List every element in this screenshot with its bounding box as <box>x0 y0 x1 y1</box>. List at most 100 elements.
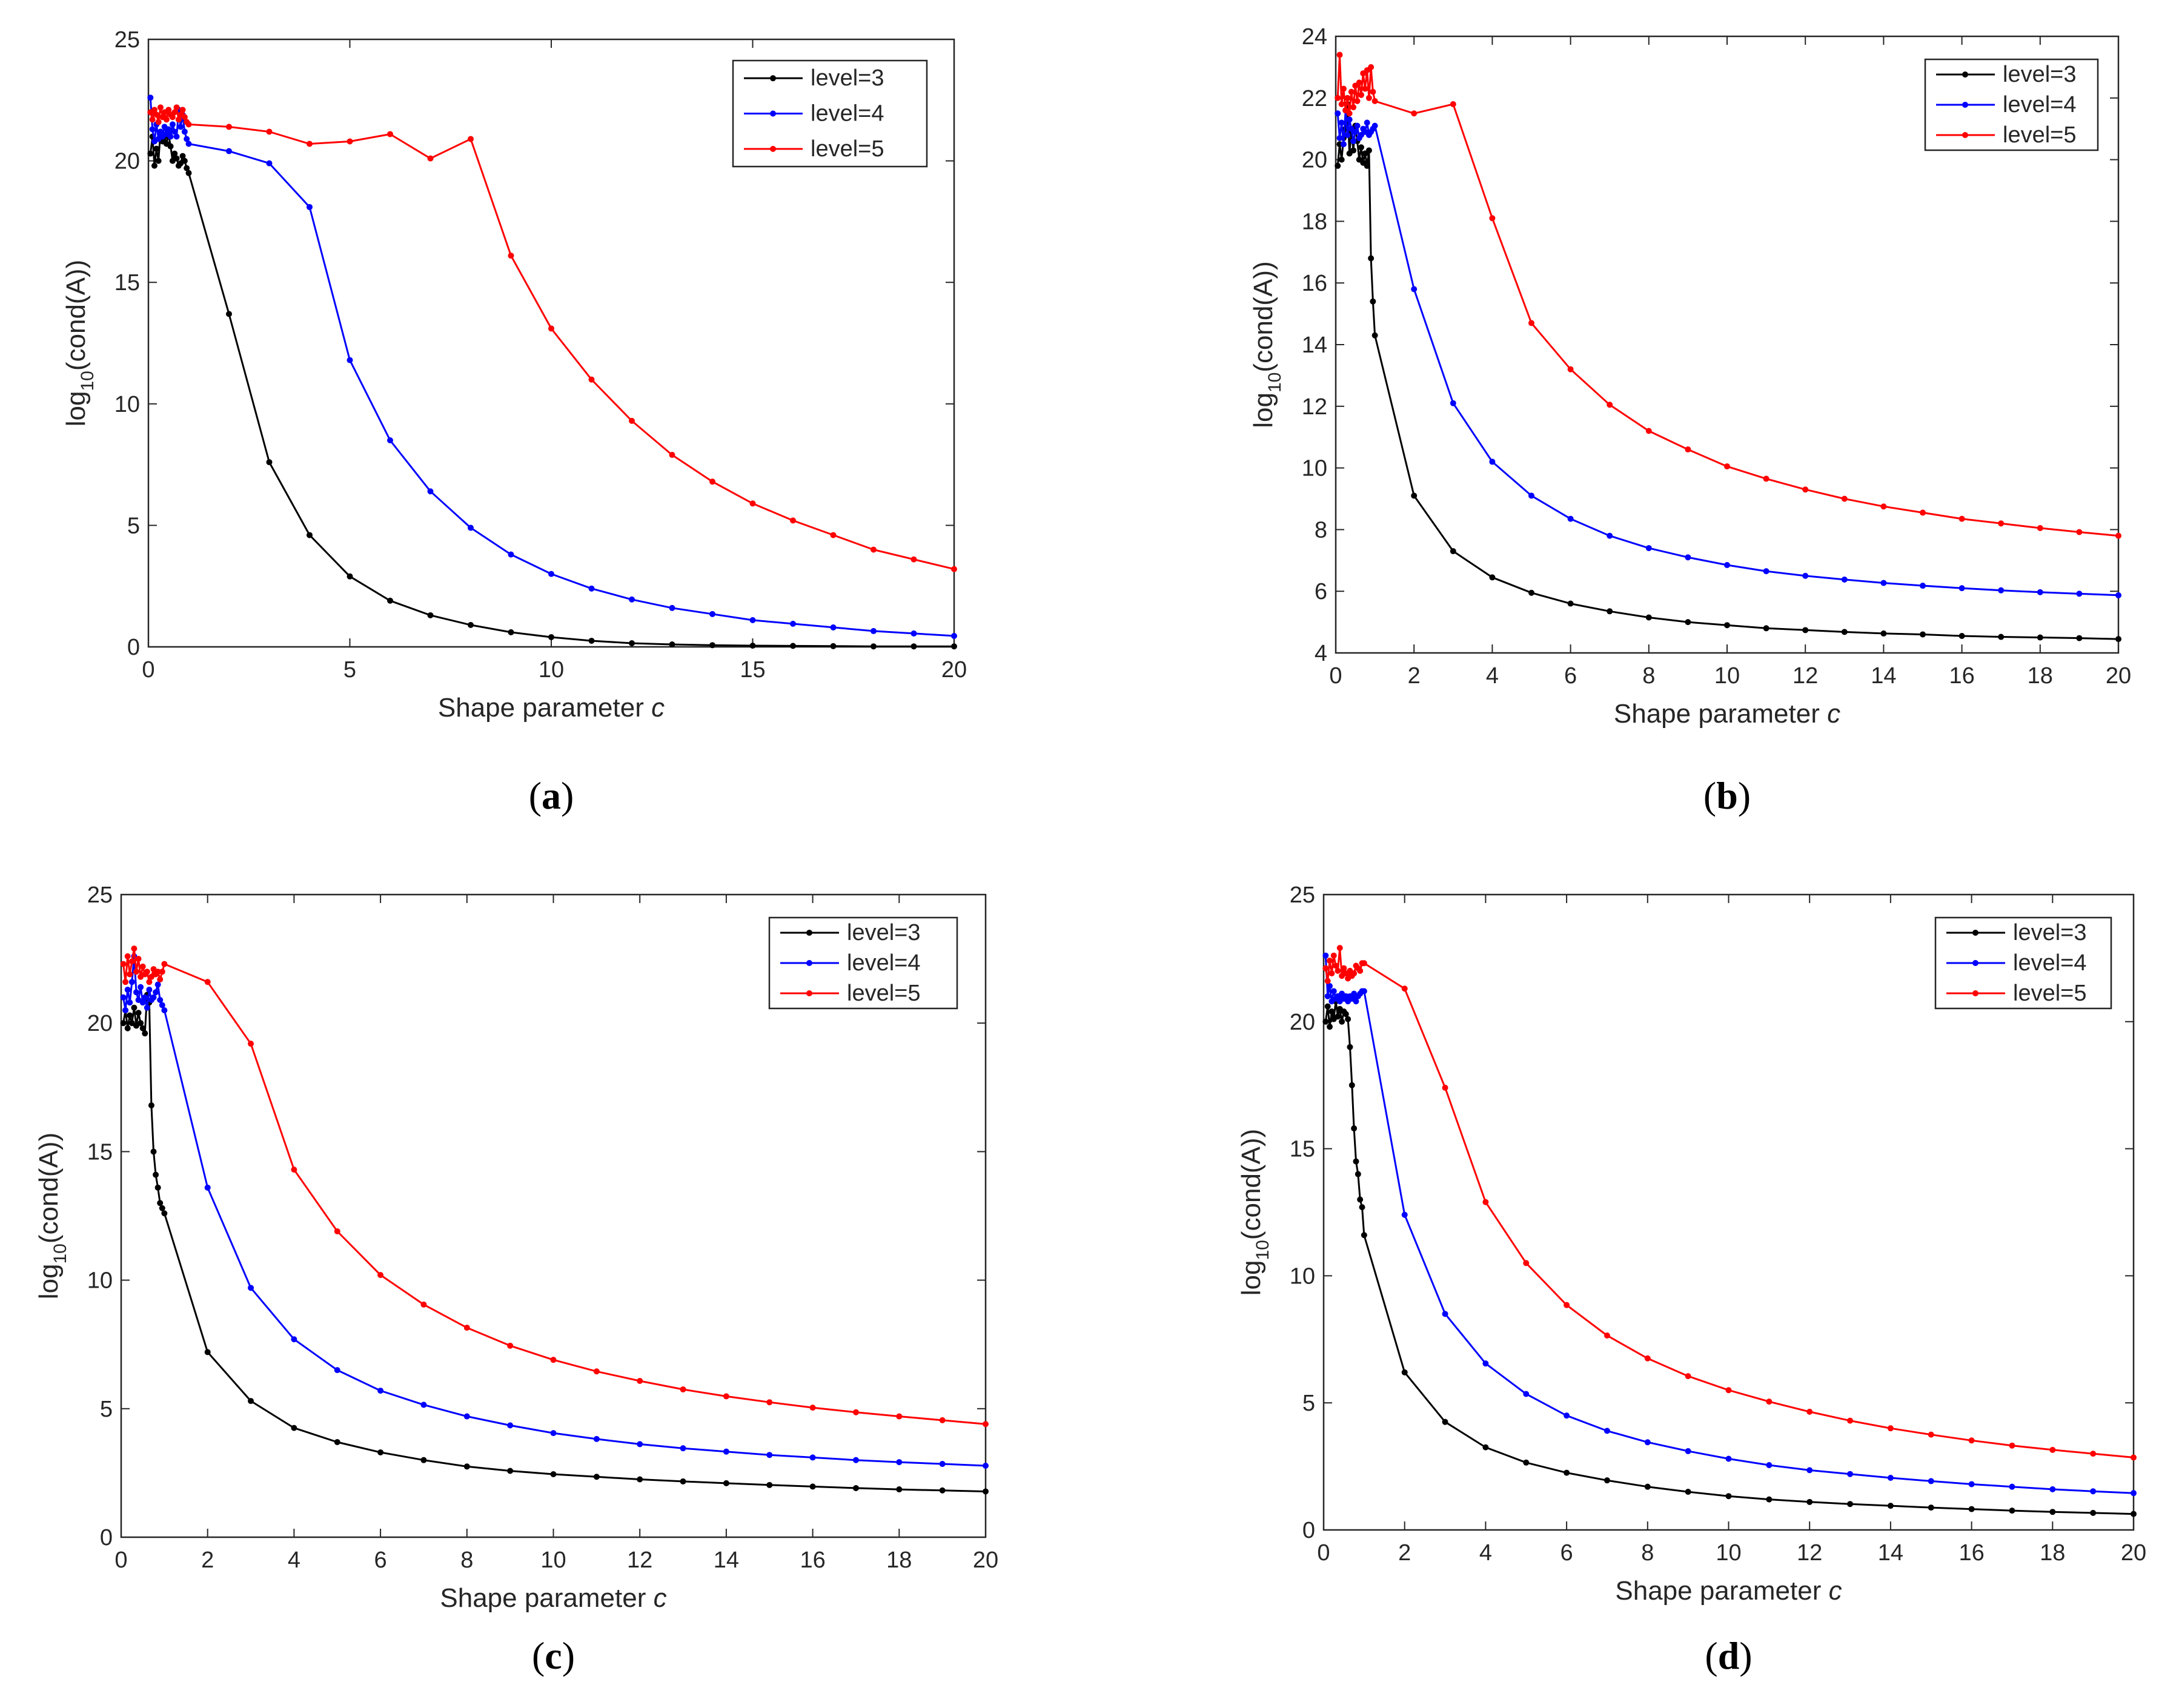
data-point <box>377 1449 384 1455</box>
data-point <box>1348 1082 1355 1088</box>
data-point <box>1338 101 1345 107</box>
data-point <box>723 1448 729 1455</box>
data-point <box>1880 580 1887 586</box>
data-point <box>468 621 474 628</box>
x-tick-label: 14 <box>1878 1540 1903 1566</box>
data-point <box>1644 1355 1651 1362</box>
data-point <box>1607 608 1613 615</box>
data-point <box>165 126 172 133</box>
series-line <box>1324 1000 2134 1515</box>
data-point <box>1644 1439 1651 1446</box>
series-line <box>1324 955 2134 1494</box>
data-point <box>347 573 353 580</box>
data-point <box>1345 1016 1352 1022</box>
data-point <box>723 1480 729 1486</box>
data-point <box>830 624 837 631</box>
data-point <box>171 109 178 116</box>
data-point <box>507 1468 514 1474</box>
data-point <box>122 979 129 985</box>
y-tick-label: 6 <box>1315 579 1327 604</box>
data-point <box>135 1010 142 1016</box>
data-point <box>468 525 474 531</box>
data-point <box>1887 1425 1894 1432</box>
data-point <box>1847 1417 1854 1424</box>
x-tick-label: 20 <box>973 1547 998 1573</box>
series-level=4 <box>147 94 957 639</box>
data-point <box>204 1184 211 1191</box>
data-point <box>154 981 161 988</box>
data-point <box>171 150 178 157</box>
data-point <box>1342 1011 1349 1018</box>
data-point <box>248 1398 254 1405</box>
data-point <box>1354 98 1361 104</box>
data-point <box>1348 88 1355 95</box>
data-point <box>1358 144 1364 151</box>
data-point <box>266 160 273 167</box>
x-axis-label-variable: c <box>654 1583 667 1613</box>
data-point <box>169 121 176 128</box>
data-point <box>629 596 635 603</box>
y-tick-label: 8 <box>1315 517 1327 543</box>
data-point <box>120 961 127 967</box>
data-point <box>1685 619 1691 626</box>
caption-close-paren: ) <box>1738 774 1751 817</box>
data-point <box>1763 625 1769 632</box>
data-point <box>1482 1360 1489 1367</box>
data-point <box>548 571 554 577</box>
data-point <box>1351 1125 1358 1132</box>
y-axis-label: log10(cond(A)) <box>34 1133 70 1299</box>
data-point <box>334 1367 340 1374</box>
data-point <box>709 642 715 649</box>
legend-entry-label: level=4 <box>847 950 920 976</box>
data-point <box>871 546 877 553</box>
data-point <box>1338 156 1345 163</box>
data-point <box>133 989 139 996</box>
data-point <box>1346 116 1353 123</box>
x-tick-label: 14 <box>1871 663 1896 689</box>
data-point <box>1880 503 1887 510</box>
data-point <box>127 971 133 978</box>
data-point <box>179 107 186 113</box>
legend-swatch-marker <box>806 990 812 996</box>
x-tick-label: 10 <box>1714 663 1740 689</box>
data-point <box>1958 515 1965 522</box>
data-point <box>1920 631 1926 638</box>
data-point <box>593 1435 600 1442</box>
data-point <box>939 1487 946 1494</box>
data-point <box>2115 532 2121 539</box>
y-axis-label-subscript: 10 <box>78 371 98 391</box>
data-point <box>161 1210 168 1217</box>
legend: level=3 level=4 level=5 <box>732 59 928 168</box>
data-point <box>1887 1503 1894 1509</box>
data-point <box>154 1184 161 1191</box>
data-point <box>291 1425 297 1431</box>
data-point <box>131 1004 138 1011</box>
x-tick-label: 20 <box>941 657 967 683</box>
x-axis-label-text: Shape parameter <box>440 1583 646 1613</box>
x-axis-label-text: Shape parameter <box>1614 699 1820 729</box>
data-point <box>128 958 135 965</box>
data-point <box>1725 1493 1732 1500</box>
legend-entry-label: level=5 <box>2013 981 2086 1006</box>
data-point <box>1685 1373 1691 1380</box>
data-point <box>334 1228 340 1234</box>
data-point <box>830 643 837 649</box>
legend-swatch-marker <box>1962 71 1968 78</box>
panel-caption: (d) <box>1705 1634 1752 1677</box>
x-tick-label: 0 <box>114 1547 127 1573</box>
data-point <box>334 1438 340 1445</box>
data-point <box>179 153 186 159</box>
data-point <box>1724 463 1730 470</box>
data-point <box>1371 98 1378 104</box>
x-tick-label: 20 <box>2121 1540 2146 1566</box>
data-point <box>307 141 313 147</box>
data-point <box>1336 51 1343 58</box>
series-line <box>149 131 954 647</box>
chart-panel-b: 0 2 4 6 8 10 12 14 16 18 204681012141618202224Shap… <box>1249 24 2131 817</box>
data-point <box>387 597 393 604</box>
data-point <box>1880 630 1887 637</box>
x-axis-label: Shape parameter c <box>1615 1576 1842 1606</box>
data-point <box>1401 1211 1408 1218</box>
y-axis-label-subscript: 10 <box>1253 1240 1273 1260</box>
data-point <box>159 1002 165 1008</box>
